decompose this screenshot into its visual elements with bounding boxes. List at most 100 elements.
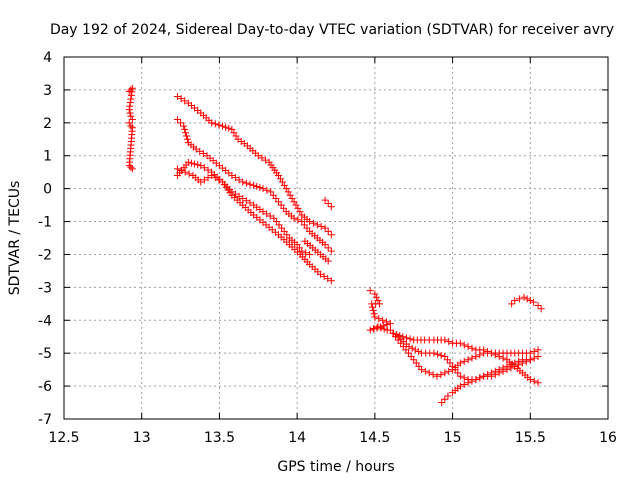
data-point	[508, 300, 516, 308]
data-point	[127, 95, 135, 103]
data-point	[460, 341, 468, 349]
data-point	[173, 92, 181, 100]
data-point	[503, 366, 511, 374]
data-point	[425, 369, 433, 377]
data-point	[371, 290, 379, 298]
data-point	[534, 301, 542, 309]
data-point	[183, 135, 191, 143]
data-point	[499, 367, 507, 375]
data-point	[324, 227, 332, 235]
data-point	[464, 356, 472, 364]
series-track-a	[173, 116, 335, 255]
data-point	[128, 116, 136, 124]
y-tick-label: 1	[43, 149, 52, 165]
y-tick-label: -3	[38, 280, 52, 296]
data-point	[128, 165, 136, 173]
data-point	[441, 395, 449, 403]
data-point	[456, 339, 464, 347]
series-track-c	[173, 158, 335, 285]
y-tick-label: 0	[43, 182, 52, 198]
data-point	[242, 179, 250, 187]
x-tick-label: 13	[133, 430, 151, 446]
data-point	[460, 357, 468, 365]
data-point	[173, 116, 181, 124]
data-point	[523, 295, 531, 303]
data-point	[390, 329, 398, 337]
data-point	[441, 336, 449, 344]
data-point	[526, 376, 534, 384]
data-point	[437, 351, 445, 359]
data-point	[445, 338, 453, 346]
data-point	[128, 84, 136, 92]
series-cluster-15.45	[508, 293, 545, 313]
data-point	[530, 377, 538, 385]
data-point	[366, 287, 374, 295]
data-point	[177, 95, 185, 103]
data-point	[258, 154, 266, 162]
data-point	[321, 196, 329, 204]
x-tick-label: 16	[599, 430, 617, 446]
data-point	[534, 346, 542, 354]
data-point	[211, 174, 219, 182]
data-point	[421, 367, 429, 375]
data-point	[266, 212, 274, 220]
data-point	[126, 102, 134, 110]
data-point	[298, 247, 306, 255]
y-tick-label: -1	[38, 215, 52, 231]
data-point	[196, 147, 204, 155]
data-point	[327, 247, 335, 255]
data-point	[441, 369, 449, 377]
data-point	[380, 325, 388, 333]
data-point	[127, 122, 135, 130]
series-cluster-14.2	[321, 196, 335, 211]
data-point	[127, 112, 135, 120]
y-axis-label: SDTVAR / TECUs	[7, 181, 23, 296]
data-point	[320, 272, 328, 280]
data-point	[520, 293, 528, 301]
data-point	[250, 181, 258, 189]
data-point	[327, 231, 335, 239]
data-point	[480, 346, 488, 354]
data-point	[464, 343, 472, 351]
data-point	[374, 323, 382, 331]
data-point	[185, 170, 193, 178]
data-point	[370, 310, 378, 318]
x-axis-label: GPS time / hours	[277, 459, 394, 475]
chart-title: Day 192 of 2024, Sidereal Day-to-day VTE…	[50, 22, 614, 38]
data-point	[125, 106, 133, 114]
data-point	[219, 122, 227, 130]
data-point	[495, 369, 503, 377]
data-point	[194, 161, 202, 169]
data-point	[464, 379, 472, 387]
data-point	[534, 352, 542, 360]
series-cluster-13.0	[125, 84, 136, 173]
x-tick-label: 14.5	[359, 430, 390, 446]
data-point	[259, 185, 267, 193]
data-point	[263, 186, 271, 194]
data-point	[259, 208, 267, 216]
data-point	[197, 178, 205, 186]
data-point	[173, 165, 181, 173]
data-point	[246, 180, 254, 188]
data-point	[530, 354, 538, 362]
data-point	[529, 298, 537, 306]
data-point	[468, 354, 476, 362]
data-point	[491, 371, 499, 379]
data-point	[406, 335, 414, 343]
data-point	[239, 178, 247, 186]
data-point	[200, 176, 208, 184]
data-point	[192, 145, 200, 153]
data-point	[515, 295, 523, 303]
data-point	[417, 366, 425, 374]
data-point	[511, 362, 519, 370]
axis-ticks: 12.5 13 13.5 14 14.5 15 15.5 16-7-6-5-4-3-2-101…	[38, 50, 617, 446]
data-point	[290, 214, 298, 222]
data-point	[369, 303, 377, 311]
series-track-bottom-d	[438, 356, 534, 407]
data-point	[211, 120, 219, 128]
data-point	[368, 300, 376, 308]
data-point	[263, 210, 271, 218]
y-tick-label: -6	[38, 379, 52, 395]
data-point	[125, 162, 133, 170]
